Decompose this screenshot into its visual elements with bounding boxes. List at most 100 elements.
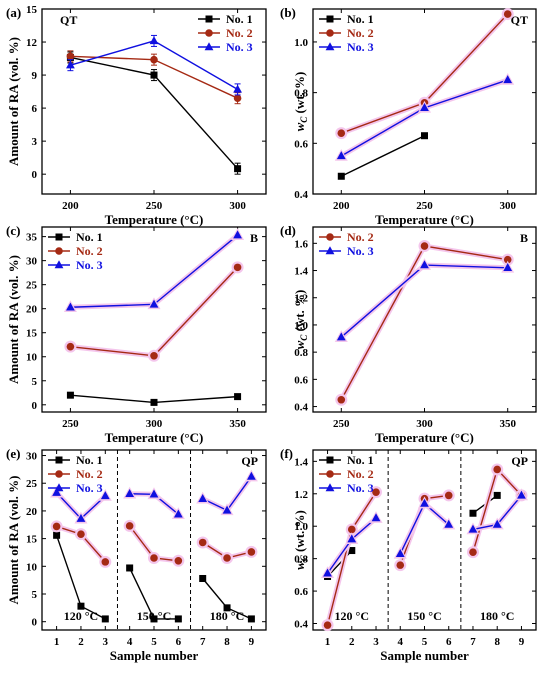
- data-point: [52, 522, 61, 531]
- series-line: [472, 468, 522, 553]
- panel-tag: QP: [511, 454, 528, 468]
- x-axis-title: Temperature (°C): [105, 430, 204, 445]
- x-tick-label: 200: [333, 200, 350, 212]
- y-tick-label: 15: [26, 328, 38, 340]
- legend-label: No. 3: [347, 481, 374, 495]
- panel-label: (a): [6, 5, 21, 20]
- y-tick-label: 30: [26, 451, 38, 463]
- panel-e: 0 5 10 15 20 25 30 1 2 3 4 5 6 7 8 9 Sample number Amount…: [6, 446, 267, 663]
- panel-tag: QT: [511, 13, 528, 27]
- x-tick-label: 5: [422, 636, 428, 648]
- x-tick-label: 1: [325, 636, 331, 648]
- x-tick-label: 300: [499, 200, 516, 212]
- x-tick-label: 8: [224, 636, 230, 648]
- x-tick-label: 2: [78, 636, 84, 648]
- data-point: [66, 302, 75, 311]
- panel-a: 0 3 6 9 12 15 200 250 300 Temperature (°C) Amount …: [6, 4, 267, 227]
- legend-label: No. 2: [347, 26, 374, 40]
- legend-marker: [54, 260, 64, 269]
- legend-marker: [325, 246, 335, 255]
- series-no2: [321, 463, 528, 632]
- y-tick-label: 25: [26, 478, 38, 490]
- data-point: [198, 538, 207, 547]
- y-tick-label: 3: [32, 136, 38, 148]
- x-tick-label: 9: [249, 636, 255, 648]
- data-point: [173, 509, 183, 518]
- x-tick-label: 250: [62, 418, 79, 430]
- panel-b: 0.4 0.6 0.8 1.0 200 250 300 Temperature (°C) wC …: [280, 5, 537, 227]
- x-tick-label: 2: [349, 636, 355, 648]
- data-point: [101, 558, 110, 566]
- y-tick-label: 0: [32, 169, 38, 181]
- y-tick-label: 1.4: [294, 266, 308, 278]
- group-label: 120 °C: [64, 609, 98, 623]
- legend-marker: [205, 15, 213, 23]
- legend-label: No. 3: [347, 40, 374, 54]
- group-label: 120 °C: [335, 609, 369, 623]
- data-point: [233, 263, 242, 272]
- x-tick-label: 300: [229, 200, 246, 212]
- legend-marker: [55, 233, 63, 241]
- legend-marker: [326, 15, 334, 23]
- legend-marker: [55, 247, 63, 255]
- data-point: [493, 491, 501, 499]
- data-point: [174, 615, 182, 623]
- data-point: [150, 615, 158, 623]
- data-point: [336, 332, 346, 341]
- legend-marker: [55, 470, 63, 478]
- data-point: [149, 36, 159, 45]
- data-point: [469, 509, 477, 517]
- series-no1: [66, 391, 242, 406]
- legend-marker: [326, 233, 334, 241]
- series-line: [340, 264, 508, 338]
- y-axis-title: Amount of RA (vol. %): [6, 37, 21, 166]
- y-tick-label: 35: [26, 232, 38, 244]
- legend: No. 2No. 3: [319, 230, 374, 258]
- data-point: [503, 75, 513, 84]
- data-point: [323, 621, 332, 629]
- series-no3: [321, 488, 528, 579]
- y-axis-title-rest: (wt. %): [292, 510, 307, 555]
- legend-marker: [326, 456, 334, 464]
- y-tick-label: 6: [32, 103, 38, 115]
- data-point: [493, 465, 502, 474]
- data-point: [66, 342, 75, 351]
- x-tick-label: 6: [446, 636, 452, 648]
- x-tick-label: 350: [229, 418, 246, 430]
- data-point: [234, 165, 242, 173]
- y-tick-label: 0.6: [294, 374, 308, 386]
- legend-marker: [326, 470, 334, 478]
- x-tick-label: 6: [176, 636, 182, 648]
- y-tick-label: 1.0: [294, 521, 308, 533]
- y-axis-title-sub: C: [299, 334, 309, 341]
- y-tick-label: 5: [32, 589, 38, 601]
- x-tick-label: 5: [151, 636, 157, 648]
- legend-label: No. 1: [347, 12, 374, 26]
- legend-marker: [54, 483, 64, 492]
- y-axis-title-sub: C: [299, 554, 309, 561]
- series-halo: [325, 489, 379, 628]
- data-point: [53, 531, 61, 539]
- data-point: [174, 556, 183, 565]
- group-label: 150 °C: [407, 609, 441, 623]
- data-point: [503, 10, 512, 18]
- data-point: [468, 524, 478, 533]
- series-no3: [334, 258, 515, 342]
- x-tick-label: 300: [146, 418, 163, 430]
- panel-f: 0.4 0.6 0.8 1.0 1.2 1.4 1 2 3 4 5 6 7 8 9 Sample number…: [280, 446, 537, 663]
- x-tick-label: 4: [398, 636, 404, 648]
- panel-label: (f): [280, 446, 293, 461]
- legend-label: No. 3: [76, 481, 103, 495]
- data-point: [52, 487, 62, 496]
- legend-label: No. 2: [76, 244, 103, 258]
- x-tick-label: 200: [62, 200, 79, 212]
- y-tick-label: 0: [32, 400, 38, 412]
- x-tick-label: 7: [470, 636, 476, 648]
- y-tick-label: 1.2: [294, 293, 308, 305]
- legend-marker: [55, 456, 63, 464]
- x-tick-label: 250: [146, 200, 163, 212]
- data-point: [503, 263, 513, 272]
- legend: No. 1No. 2No. 3: [319, 12, 374, 54]
- x-tick-label: 8: [494, 636, 500, 648]
- data-point: [233, 230, 242, 239]
